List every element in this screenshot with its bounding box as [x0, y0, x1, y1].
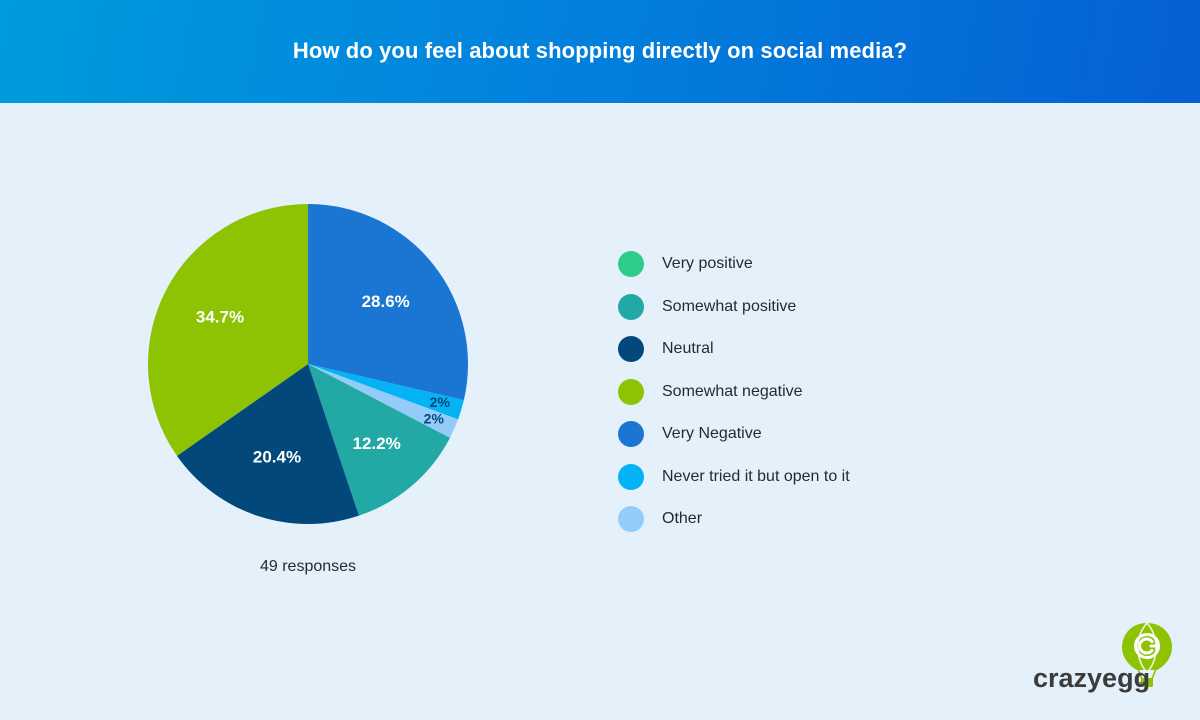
- pie-slice[interactable]: [147, 204, 308, 456]
- legend-item[interactable]: Somewhat positive: [618, 286, 1038, 329]
- legend-item[interactable]: Very Negative: [618, 413, 1038, 456]
- pie-slice-label: 2%: [430, 394, 451, 410]
- pie-chart: 28.6% 2% 2% 12.2% 20.4% 34.7%: [147, 203, 469, 525]
- pie-slice[interactable]: [308, 204, 468, 401]
- pie-slice-label: 20.4%: [253, 448, 301, 467]
- pie-slice-label: 12.2%: [352, 434, 400, 453]
- legend-item-label: Other: [662, 510, 703, 528]
- legend-item-label: Never tried it but open to it: [662, 467, 850, 485]
- pie-slice-label: 34.7%: [196, 308, 244, 327]
- crazyegg-wordmark: crazyegg: [1033, 663, 1150, 693]
- crazyegg-logo-svg: crazyegg ™: [1033, 622, 1172, 693]
- legend-swatch-icon: [618, 293, 644, 320]
- legend-swatch-icon: [618, 463, 644, 490]
- pie-slice[interactable]: [308, 364, 459, 438]
- chart-legend: Very positive Somewhat positive Neutral Som…: [618, 243, 1038, 541]
- legend-item-label: Somewhat positive: [662, 297, 797, 315]
- crazyegg-logo: crazyegg ™: [1030, 620, 1180, 700]
- legend-item-label: Very Negative: [662, 425, 762, 443]
- legend-item[interactable]: Neutral: [618, 328, 1038, 371]
- pie-chart-svg: 28.6% 2%2% 12.2% 20.4% 34.7%: [147, 204, 468, 524]
- legend-swatch-icon: [618, 251, 644, 278]
- header-bar: How do you feel about shopping directly …: [0, 0, 1200, 103]
- responses-caption: 49 responses: [259, 558, 357, 575]
- legend-item[interactable]: Very positive: [618, 243, 1038, 286]
- pie-slice[interactable]: [308, 364, 450, 516]
- pie-slice-group: [147, 204, 468, 524]
- page-title: How do you feel about shopping directly …: [292, 37, 908, 63]
- legend-item[interactable]: Never tried it but open to it: [618, 456, 1038, 499]
- legend-swatch-icon: [618, 336, 644, 363]
- pie-slice-label: 28.6%: [362, 292, 410, 311]
- legend-item-label: Somewhat negative: [662, 382, 803, 400]
- legend-item-label: Very positive: [662, 255, 753, 273]
- chart-area: 28.6% 2% 2% 12.2% 20.4% 34.7% 49 responses Ve…: [0, 103, 1200, 720]
- trademark-symbol: ™: [1136, 680, 1145, 690]
- pie-label-group: 28.6% 2%2% 12.2% 20.4% 34.7%: [196, 292, 451, 467]
- pie-slice-label: 2%: [424, 410, 445, 426]
- legend-item-label: Neutral: [662, 340, 714, 358]
- pie-slice[interactable]: [308, 364, 464, 420]
- legend-swatch-icon: [618, 378, 644, 405]
- pie-slice[interactable]: [177, 364, 359, 524]
- legend-item[interactable]: Somewhat negative: [618, 371, 1038, 414]
- balloon-icon: [1122, 622, 1172, 687]
- legend-swatch-icon: [618, 506, 644, 533]
- legend-item[interactable]: Other: [618, 498, 1038, 541]
- legend-swatch-icon: [618, 421, 644, 448]
